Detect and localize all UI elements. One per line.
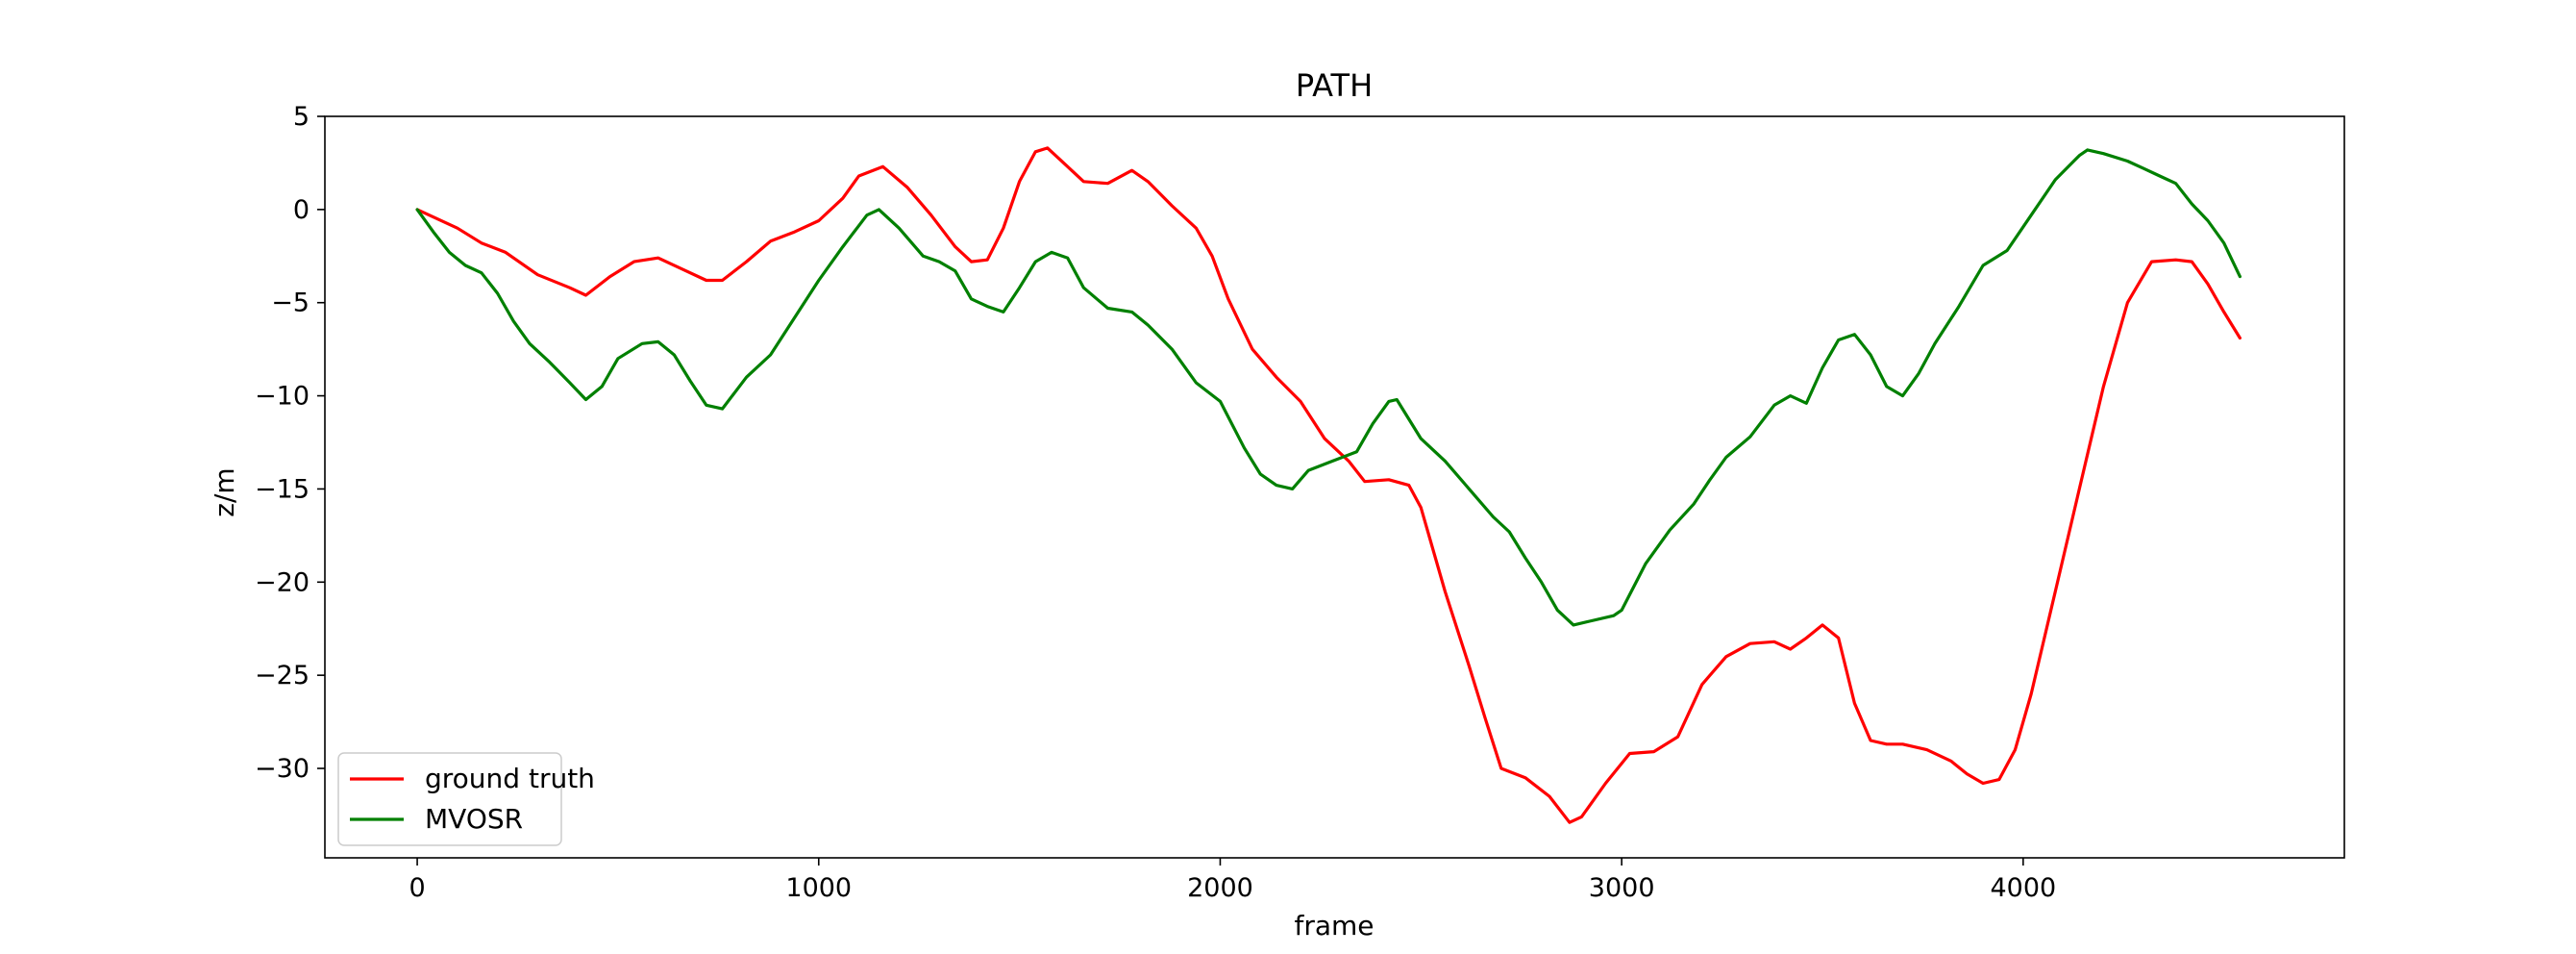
series-layer	[415, 146, 2242, 824]
axes: 0 1000 2000 3000 4000 5 0 −5 −10 −15 −20 −25 −30	[255, 102, 2345, 903]
x-axis-label: frame	[1294, 910, 1374, 941]
y-tick-label: 0	[293, 195, 310, 225]
legend-label: MVOSR	[425, 803, 523, 835]
y-tick-label: 5	[293, 102, 310, 132]
y-axis-label: z/m	[209, 467, 240, 516]
series-line-mvosr	[415, 148, 2242, 627]
legend-label: ground truth	[425, 763, 595, 794]
y-tick-label: −20	[255, 567, 310, 597]
series-line-ground-truth	[415, 146, 2242, 824]
x-tick-label: 2000	[1187, 873, 1253, 903]
plot-area	[325, 116, 2344, 858]
x-tick-label: 4000	[1990, 873, 2056, 903]
y-tick-label: −25	[255, 661, 310, 690]
x-tick-label: 0	[409, 873, 425, 903]
plot-background	[325, 116, 2344, 858]
y-tick-label: −15	[255, 474, 310, 504]
chart-title: PATH	[1296, 67, 1373, 104]
y-tick-label: −10	[255, 382, 310, 412]
x-tick-label: 1000	[785, 873, 852, 903]
y-tick-label: −30	[255, 754, 310, 784]
legend: ground truth MVOSR	[337, 752, 595, 846]
axes-frame	[324, 115, 2345, 859]
legend-box	[337, 752, 562, 846]
x-tick-label: 3000	[1589, 873, 1655, 903]
y-tick-label: −5	[271, 289, 310, 318]
